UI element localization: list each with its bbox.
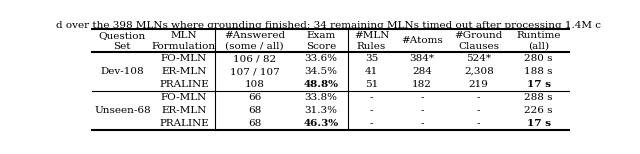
- Text: #Answered
(some / all): #Answered (some / all): [224, 31, 285, 51]
- Text: 68: 68: [248, 106, 261, 115]
- Text: FO-MLN: FO-MLN: [161, 54, 207, 63]
- Text: 288 s: 288 s: [524, 93, 553, 102]
- Text: ER-MLN: ER-MLN: [161, 67, 207, 76]
- Text: #Ground
Clauses: #Ground Clauses: [454, 31, 503, 51]
- Text: 384*: 384*: [410, 54, 435, 63]
- Text: 2,308: 2,308: [464, 67, 493, 76]
- Text: Question
Set: Question Set: [99, 31, 146, 51]
- Text: 66: 66: [248, 93, 261, 102]
- Text: 108: 108: [245, 80, 265, 89]
- Text: 33.6%: 33.6%: [305, 54, 337, 63]
- Text: 34.5%: 34.5%: [305, 67, 337, 76]
- Text: 188 s: 188 s: [524, 67, 553, 76]
- Text: 46.3%: 46.3%: [303, 119, 339, 128]
- Text: -: -: [420, 106, 424, 115]
- Text: 17 s: 17 s: [527, 119, 550, 128]
- Text: 33.8%: 33.8%: [305, 93, 337, 102]
- Text: 182: 182: [412, 80, 432, 89]
- Text: 280 s: 280 s: [524, 54, 553, 63]
- Text: 68: 68: [248, 119, 261, 128]
- Text: MLN
Formulation: MLN Formulation: [152, 31, 216, 51]
- Text: 284: 284: [412, 67, 432, 76]
- Text: 107 / 107: 107 / 107: [230, 67, 280, 76]
- Text: Unseen-68: Unseen-68: [94, 106, 150, 115]
- Text: Runtime
(all): Runtime (all): [516, 31, 561, 51]
- Text: 48.8%: 48.8%: [303, 80, 339, 89]
- Text: -: -: [477, 119, 481, 128]
- Text: 106 / 82: 106 / 82: [233, 54, 276, 63]
- Text: 219: 219: [468, 80, 488, 89]
- Text: Exam
Score: Exam Score: [306, 31, 336, 51]
- Text: d over the 398 MLNs where grounding finished; 34 remaining MLNs timed out after : d over the 398 MLNs where grounding fini…: [56, 21, 600, 30]
- Text: -: -: [477, 106, 481, 115]
- Text: -: -: [477, 93, 481, 102]
- Text: -: -: [370, 93, 373, 102]
- Text: #Atoms: #Atoms: [401, 36, 443, 45]
- Text: 51: 51: [365, 80, 378, 89]
- Text: 41: 41: [365, 67, 378, 76]
- Text: #MLN
Rules: #MLN Rules: [354, 31, 389, 51]
- Text: 524*: 524*: [466, 54, 491, 63]
- Text: 17 s: 17 s: [527, 80, 550, 89]
- Text: FO-MLN: FO-MLN: [161, 93, 207, 102]
- Text: -: -: [420, 119, 424, 128]
- Text: -: -: [370, 106, 373, 115]
- Text: PRALINE: PRALINE: [159, 119, 209, 128]
- Text: 226 s: 226 s: [524, 106, 553, 115]
- Text: 35: 35: [365, 54, 378, 63]
- Text: ER-MLN: ER-MLN: [161, 106, 207, 115]
- Text: -: -: [370, 119, 373, 128]
- Text: -: -: [420, 93, 424, 102]
- Text: 31.3%: 31.3%: [305, 106, 337, 115]
- Text: Dev-108: Dev-108: [100, 67, 144, 76]
- Text: PRALINE: PRALINE: [159, 80, 209, 89]
